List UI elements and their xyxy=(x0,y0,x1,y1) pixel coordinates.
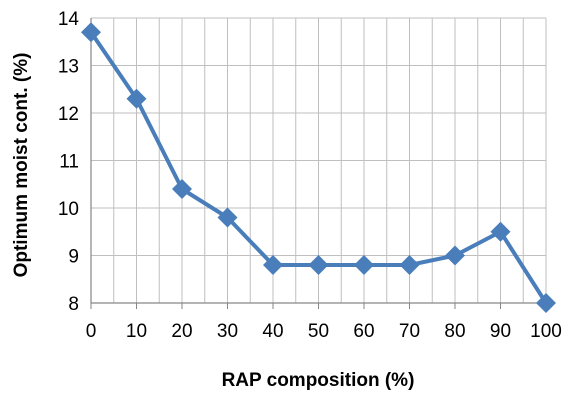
x-axis-title: RAP composition (%) xyxy=(222,370,415,391)
data-point xyxy=(354,255,374,275)
x-tick-label: 90 xyxy=(490,321,511,342)
x-tick-label: 50 xyxy=(308,321,329,342)
x-tick-label: 80 xyxy=(444,321,465,342)
y-tick-labels: 8 9 10 11 12 13 14 xyxy=(58,9,80,315)
x-tick-labels: 0 10 20 30 40 50 60 70 80 90 100 xyxy=(86,321,562,342)
y-tick-label: 11 xyxy=(59,152,79,173)
y-tick-label: 13 xyxy=(58,57,79,78)
y-tick-label: 14 xyxy=(58,9,80,30)
y-tick-label: 8 xyxy=(68,294,79,315)
y-tick-label: 12 xyxy=(58,104,79,125)
x-tick-label: 70 xyxy=(399,321,420,342)
data-point xyxy=(536,293,556,313)
data-point xyxy=(81,22,101,43)
y-axis-title: Optimum moist cont. (%) xyxy=(11,53,32,278)
x-tick-label: 20 xyxy=(171,321,192,342)
data-point xyxy=(490,221,511,242)
y-tick-label: 9 xyxy=(68,247,79,268)
data-point xyxy=(445,245,465,266)
series-markers xyxy=(81,22,556,313)
y-tick-label: 10 xyxy=(58,199,79,220)
x-tick-label: 0 xyxy=(86,321,97,342)
data-point xyxy=(217,207,238,228)
x-tick-label: 100 xyxy=(530,321,562,342)
x-tick-label: 30 xyxy=(217,321,238,342)
data-point xyxy=(308,255,329,275)
data-point xyxy=(399,255,420,275)
data-point xyxy=(263,255,283,275)
x-tick-label: 60 xyxy=(353,321,374,342)
x-tick-label: 40 xyxy=(262,321,283,342)
data-point xyxy=(126,88,147,109)
data-point xyxy=(172,179,192,199)
x-tick-label: 10 xyxy=(126,321,147,342)
